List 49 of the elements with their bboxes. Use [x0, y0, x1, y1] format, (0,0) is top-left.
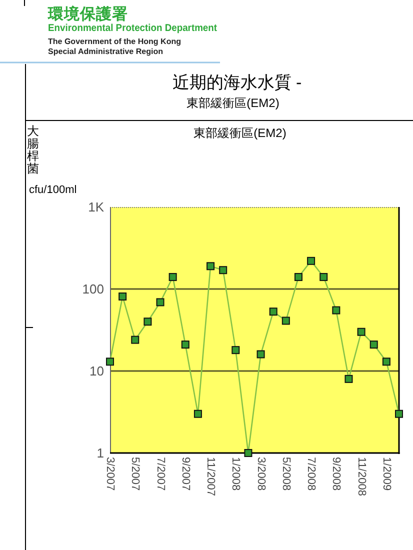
point	[370, 340, 378, 349]
chart-title: 近期的海水水質 -	[172, 73, 302, 92]
text: Special Administrative Region	[48, 47, 164, 56]
text: Environmental Protection Department	[48, 23, 228, 34]
point	[144, 318, 152, 326]
point	[294, 273, 302, 282]
point	[181, 340, 190, 349]
point	[118, 292, 127, 301]
y-tick-label: 1	[96, 446, 104, 460]
point	[332, 306, 340, 314]
x-tick-label: 3/2007	[104, 457, 116, 491]
y-tick-label: 1K	[88, 200, 104, 214]
point	[168, 273, 177, 282]
point	[282, 316, 290, 325]
point	[244, 449, 252, 457]
x-tick-label: 1/2008	[230, 457, 242, 491]
point	[131, 336, 140, 344]
text: 環境保護署	[47, 5, 128, 23]
point	[382, 358, 390, 366]
text: 東部緩衝區(EM2)	[194, 126, 286, 140]
point	[232, 346, 240, 354]
x-tick-label: 9/2007	[179, 457, 192, 491]
y-tick-label: 10	[90, 364, 104, 378]
x-tick-label: 11/2007	[204, 457, 217, 496]
text: cfu/100ml	[29, 184, 77, 196]
point	[206, 262, 215, 270]
point	[219, 266, 228, 274]
x-tick-label: 5/2007	[129, 457, 142, 491]
point	[357, 328, 366, 336]
point	[395, 410, 403, 418]
x-tick-label: 7/2008	[305, 457, 318, 491]
point	[344, 374, 353, 383]
point	[194, 410, 202, 418]
text: The Government of the Hong Kong	[48, 37, 182, 46]
point	[106, 358, 114, 366]
x-tick-label: 1/2009	[380, 457, 392, 491]
x-tick-label: 11/2008	[355, 457, 368, 496]
x-tick-label: 9/2008	[330, 457, 342, 491]
point	[269, 308, 278, 316]
point	[320, 273, 328, 282]
x-tick-label: 3/2008	[254, 457, 267, 491]
point	[256, 350, 265, 358]
x-tick-label: 5/2008	[280, 457, 292, 491]
y-tick-label: 100	[82, 282, 104, 296]
y-axis-title: 大腸桿菌	[27, 124, 39, 176]
chart-subtitle: 東部緩衝區(EM2)	[186, 96, 280, 110]
x-tick-label: 7/2007	[154, 457, 166, 491]
point	[156, 298, 164, 306]
point	[307, 256, 316, 265]
